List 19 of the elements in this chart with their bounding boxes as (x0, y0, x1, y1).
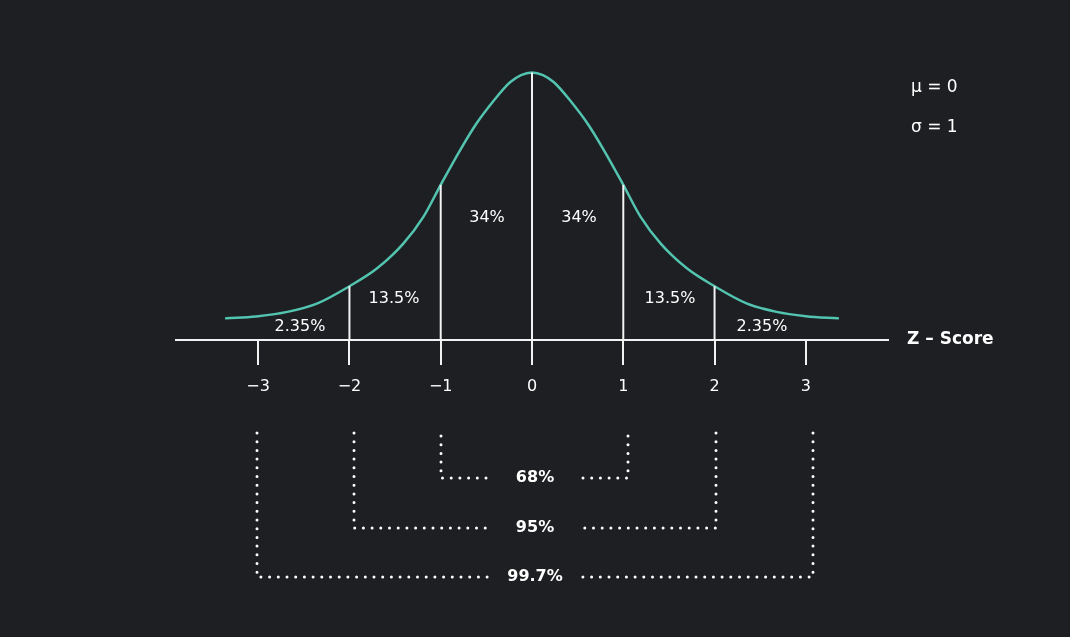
x-tick-label: −2 (337, 375, 362, 395)
text: 99.7% (507, 566, 563, 586)
text: μ = 0 (911, 76, 958, 97)
x-axis-title: Z – Score (907, 328, 994, 349)
annotation: 2.35% (274, 316, 326, 336)
x-tick-label: 0 (526, 375, 538, 395)
text: 95% (515, 517, 555, 537)
annotation: 13.5% (644, 288, 696, 308)
x-tick-label: 1 (618, 375, 629, 395)
annotation: 13.5% (368, 288, 420, 308)
x-tick-label: −3 (246, 375, 270, 395)
text: σ = 1 (911, 116, 958, 137)
annotation: 34% (561, 207, 597, 227)
text: 68% (515, 467, 555, 487)
x-tick-label: 3 (800, 375, 811, 395)
annotation: 2.35% (736, 316, 788, 336)
annotation: 34% (469, 207, 505, 227)
x-tick-label: −1 (428, 375, 453, 395)
x-tick-label: 2 (709, 375, 720, 395)
